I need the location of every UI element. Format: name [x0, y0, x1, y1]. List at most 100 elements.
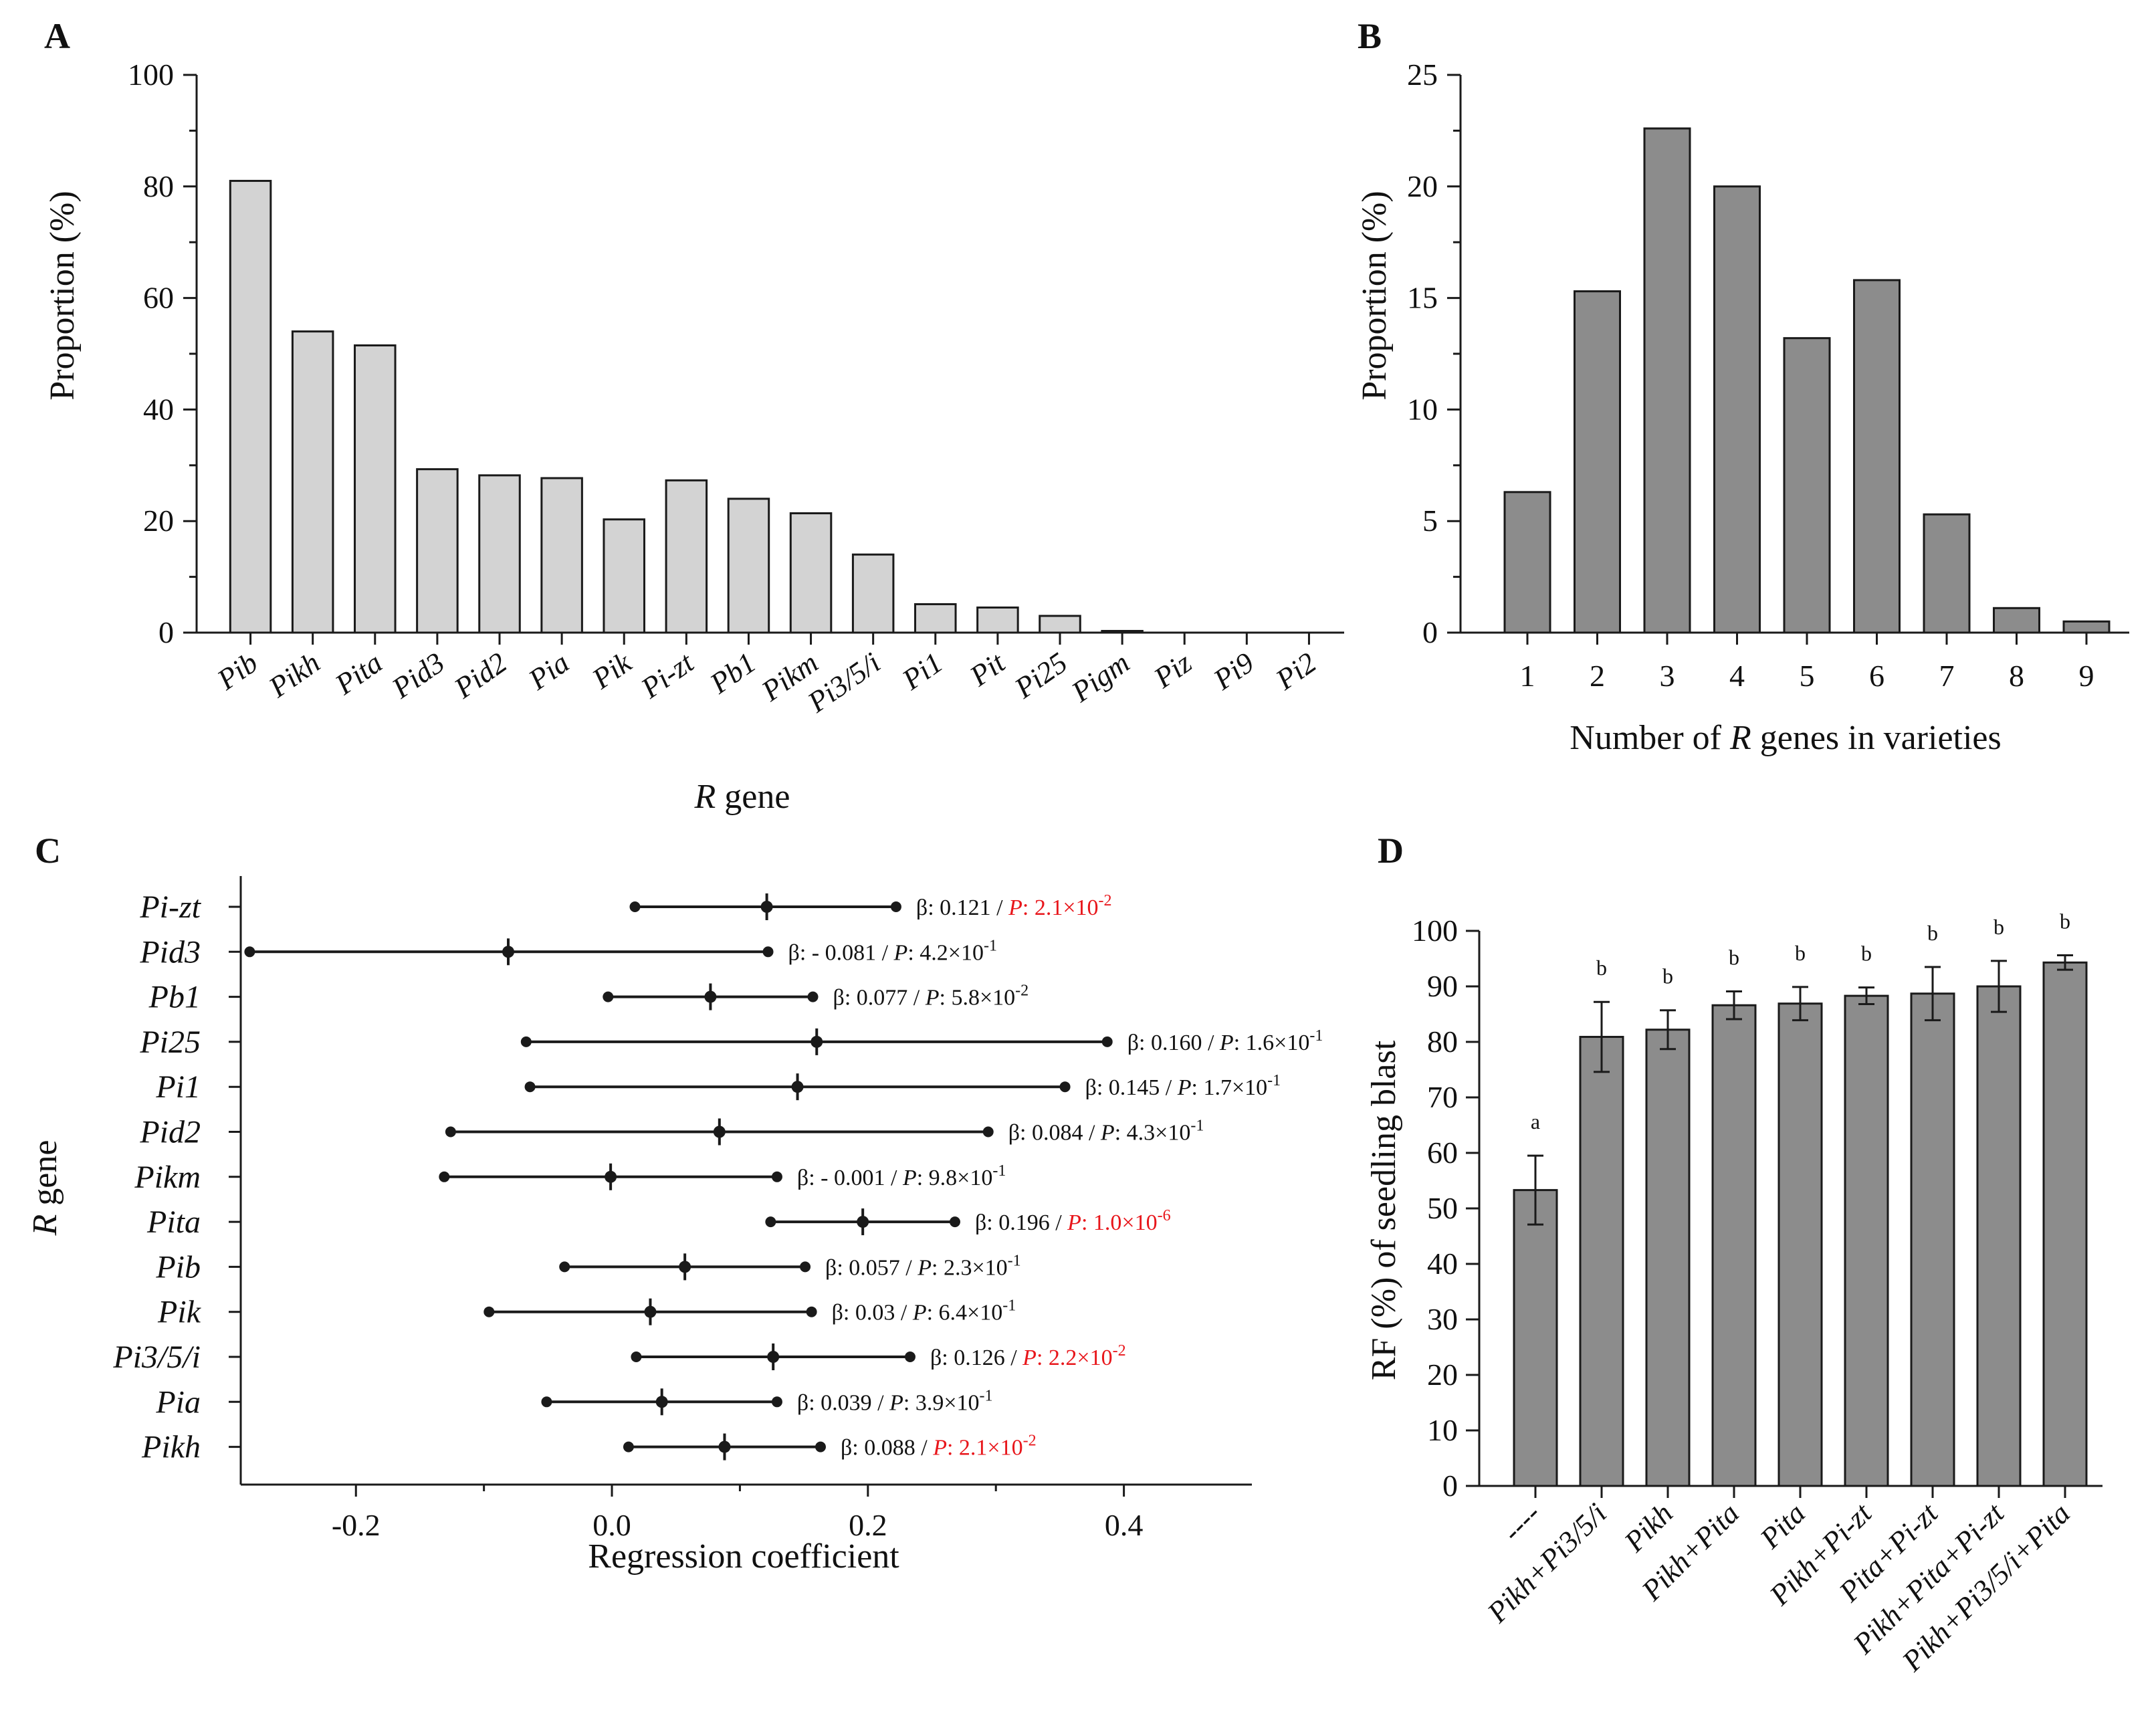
panel-c-ylabel: R gene	[26, 1140, 64, 1236]
panel-b-bar	[1713, 185, 1761, 634]
panel-c-ytick-label: Pi1	[155, 1069, 201, 1105]
panel-c-xtick-label: -0.2	[332, 1508, 381, 1542]
panel-d-ytick-label: 100	[1412, 913, 1458, 948]
panel-b-ytick-label: 0	[1422, 615, 1438, 649]
panel-c-annotation: β: 0.084 / P: 4.3×10-1	[1008, 1117, 1204, 1146]
panel-b-bar	[1993, 607, 2040, 634]
panel-b-bar	[1923, 513, 1971, 634]
panel-d-ytick-label: 40	[1427, 1247, 1458, 1281]
panel-a-xtick-label: Pid2	[448, 646, 513, 705]
panel-d-xtick-label: Pita	[1753, 1497, 1812, 1555]
panel-c-ytick-label: Pik	[157, 1295, 202, 1330]
panel-d-ytick-label: 60	[1427, 1136, 1458, 1170]
panel-c-annotation: β: - 0.081 / P: 4.2×10-1	[788, 937, 997, 965]
panel-c-annotation: β: 0.03 / P: 6.4×10-1	[832, 1297, 1016, 1325]
panel-b-bar	[2062, 620, 2111, 634]
panel-c-ci-high	[1101, 1036, 1113, 1047]
panel-b-xtick-label: 7	[1939, 659, 1955, 693]
panel-b-ytick-label: 20	[1407, 169, 1438, 203]
panel-c-ci-high	[890, 901, 901, 912]
panel-d-bar	[1579, 1036, 1624, 1487]
panel-a-ytick-label: 20	[143, 504, 174, 538]
panel-a-chart: Proportion (%) R gene 020406080100PibPik…	[43, 58, 1344, 816]
panel-c-ci-low	[520, 1036, 532, 1047]
panel-c-ci-high	[982, 1126, 994, 1138]
panel-a-bar	[789, 512, 833, 634]
panel-c-ci-low	[524, 1081, 536, 1093]
panel-c-ytick-label: Pid2	[139, 1115, 201, 1150]
panel-a-bar	[291, 330, 334, 634]
panel-a-xtick-label: Pikh	[262, 646, 326, 704]
panel-b-bar	[1853, 279, 1901, 634]
panel-a-xtick-label: Pi1	[896, 646, 949, 697]
panel-d-bar	[1711, 1004, 1757, 1487]
panel-a-bar	[478, 474, 521, 634]
panel-d-ytick-label: 70	[1427, 1080, 1458, 1114]
panel-d-significance-letter: b	[1927, 921, 1938, 945]
panel-c-beta-point	[811, 1035, 823, 1048]
panel-a-ytick-label: 40	[143, 392, 174, 426]
panel-c-ci-high	[904, 1352, 915, 1362]
panel-c-ci-high	[806, 1306, 817, 1317]
panel-c-ci-high	[815, 1441, 827, 1452]
panel-d-significance-letter: b	[1861, 942, 1872, 966]
panel-c-annotation: β: 0.196 / P: 1.0×10-6	[975, 1207, 1171, 1235]
panel-a-xtick-label: Pita	[329, 646, 389, 701]
panel-b-xtick-label: 4	[1729, 659, 1745, 693]
panel-a-xtick-label: Pi2	[1269, 646, 1322, 697]
panel-d-ytick-label: 80	[1427, 1024, 1458, 1059]
panel-a-xlabel: R gene	[694, 778, 790, 816]
panel-d-significance-letter: b	[1993, 915, 2004, 939]
panel-b-bar	[1783, 337, 1831, 634]
panel-c-annotation: β: 0.057 / P: 2.3×10-1	[825, 1252, 1021, 1280]
panel-a-bar	[976, 606, 1019, 634]
panel-d-ytick-label: 30	[1427, 1302, 1458, 1336]
panel-c-beta-point	[718, 1440, 731, 1453]
panel-c-annotation: β: 0.088 / P: 2.1×10-2	[841, 1432, 1037, 1461]
panel-c-ytick-label: Pikh	[141, 1430, 201, 1465]
panel-a-bar	[851, 553, 895, 634]
panel-c-ci-low	[629, 901, 641, 912]
panel-c-annotation: β: 0.077 / P: 5.8×10-2	[833, 982, 1029, 1010]
panel-c-ytick-label: Pita	[146, 1204, 201, 1240]
panel-b-xtick-label: 6	[1869, 659, 1884, 693]
panel-c-beta-point	[502, 946, 515, 958]
panel-b-xlabel: Number of R genes in varieties	[1570, 719, 2001, 757]
panel-a-xtick-label: Pigm	[1065, 646, 1136, 709]
panel-c-beta-point	[857, 1216, 869, 1228]
panel-c-beta-point	[679, 1261, 691, 1273]
panel-b-xtick-label: 2	[1590, 659, 1605, 693]
panel-c-ci-high	[762, 946, 774, 958]
panel-d-significance-letter: b	[2060, 909, 2070, 934]
panel-c-beta-point	[760, 901, 773, 913]
panel-d-ytick-label: 0	[1442, 1469, 1458, 1503]
panel-a-xtick-label: Pid3	[386, 646, 451, 705]
panel-c-ci-low	[244, 946, 255, 958]
panel-a-bar	[354, 344, 397, 634]
panel-d-bar	[1844, 994, 1889, 1487]
panel-c-ytick-label: Pi-zt	[139, 889, 201, 925]
panel-d-ytick-label: 20	[1427, 1358, 1458, 1392]
panel-d-xtick-label: ----	[1496, 1497, 1547, 1547]
panel-d-bar	[1645, 1029, 1691, 1487]
panel-b-bar	[1574, 290, 1621, 634]
panel-b-ytick-label: 5	[1422, 504, 1438, 538]
panel-d-bar	[1976, 985, 2022, 1487]
panel-b-chart: Proportion (%) Number of R genes in vari…	[1356, 58, 2129, 757]
panel-c-ci-high	[949, 1216, 960, 1228]
panel-b-ytick-label: 10	[1407, 392, 1438, 426]
panel-c-ci-high	[771, 1171, 782, 1182]
panel-a-bar	[416, 468, 459, 634]
panel-c-annotation: β: 0.126 / P: 2.2×10-2	[930, 1342, 1126, 1370]
panel-a-bar	[914, 603, 957, 634]
panel-d-ylabel: RF (%) of seedling blast	[1365, 1040, 1403, 1380]
panel-b-xtick-label: 9	[2079, 659, 2094, 693]
panel-c-ytick-label: Pb1	[148, 980, 201, 1015]
panel-c-ci-low	[623, 1441, 634, 1452]
panel-c-ytick-label: Pia	[155, 1384, 201, 1420]
panel-c-xlabel: Regression coefficient	[588, 1537, 899, 1576]
panel-c-ci-low	[439, 1171, 450, 1182]
panel-a-ytick-label: 60	[143, 281, 174, 315]
panel-d-significance-letter: a	[1531, 1109, 1540, 1133]
panel-a-bar	[540, 477, 583, 634]
